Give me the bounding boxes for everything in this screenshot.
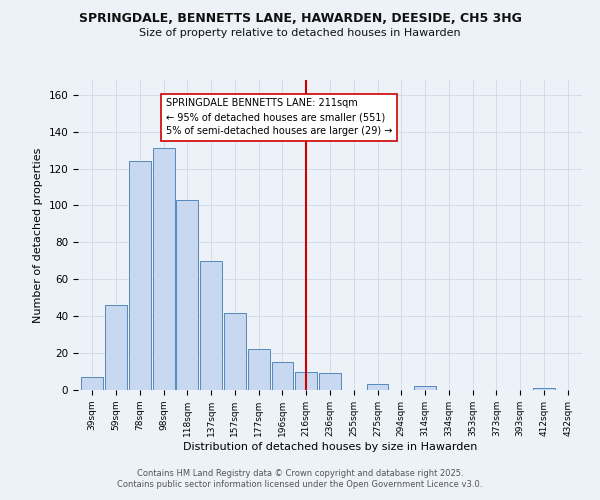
Bar — [129, 161, 151, 390]
Bar — [295, 372, 317, 390]
Text: Contains public sector information licensed under the Open Government Licence v3: Contains public sector information licen… — [118, 480, 482, 489]
Bar — [319, 374, 341, 390]
Y-axis label: Number of detached properties: Number of detached properties — [33, 148, 43, 322]
Bar — [105, 305, 127, 390]
Bar — [248, 350, 269, 390]
Bar — [176, 200, 198, 390]
Text: Size of property relative to detached houses in Hawarden: Size of property relative to detached ho… — [139, 28, 461, 38]
Bar — [200, 261, 222, 390]
Bar — [152, 148, 175, 390]
Bar — [224, 312, 246, 390]
Text: SPRINGDALE BENNETTS LANE: 211sqm
← 95% of detached houses are smaller (551)
5% o: SPRINGDALE BENNETTS LANE: 211sqm ← 95% o… — [166, 98, 392, 136]
Text: Contains HM Land Registry data © Crown copyright and database right 2025.: Contains HM Land Registry data © Crown c… — [137, 468, 463, 477]
Bar — [367, 384, 388, 390]
Bar — [272, 362, 293, 390]
Text: SPRINGDALE, BENNETTS LANE, HAWARDEN, DEESIDE, CH5 3HG: SPRINGDALE, BENNETTS LANE, HAWARDEN, DEE… — [79, 12, 521, 26]
Bar — [414, 386, 436, 390]
Bar — [533, 388, 555, 390]
Bar — [82, 377, 103, 390]
X-axis label: Distribution of detached houses by size in Hawarden: Distribution of detached houses by size … — [183, 442, 477, 452]
